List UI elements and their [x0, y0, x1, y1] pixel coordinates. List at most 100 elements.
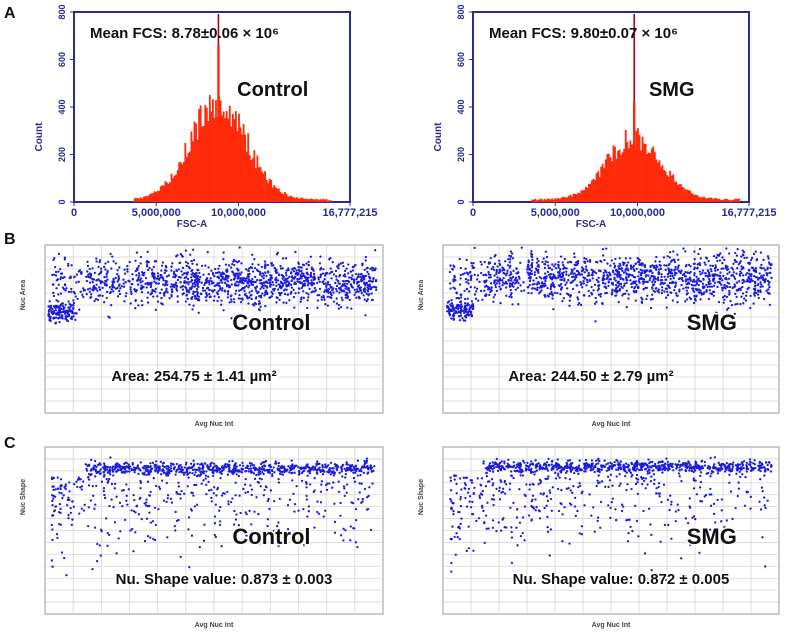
scatter-point [81, 294, 83, 296]
scatter-point [148, 505, 150, 507]
scatter-point [92, 281, 94, 283]
scatter-point [706, 473, 708, 475]
scatter-point [727, 286, 729, 288]
scatter-point [126, 462, 128, 464]
scatter-point [137, 473, 139, 475]
scatter-point [755, 269, 757, 271]
scatter-point [277, 478, 279, 480]
scatter-point [135, 299, 137, 301]
scatter-point [602, 282, 604, 284]
scatter-point [251, 278, 253, 280]
scatter-point [168, 297, 170, 299]
scatter-point [268, 471, 270, 473]
scatter-point [672, 299, 674, 301]
scatter-point [205, 293, 207, 295]
scatter-point [268, 297, 270, 299]
scatter-point [697, 253, 699, 255]
scatter-point [506, 270, 508, 272]
scatter-point [496, 290, 498, 292]
scatter-point [240, 277, 242, 279]
scatter-point [259, 306, 261, 308]
scatter-point [492, 519, 494, 521]
scatter-point [135, 270, 137, 272]
scatter-point [749, 295, 751, 297]
scatter-point [198, 272, 200, 274]
scatter-point [560, 288, 562, 290]
scatter-point [195, 272, 197, 274]
scatter-point [334, 532, 336, 534]
scatter-point [177, 493, 179, 495]
scatter-point [324, 278, 326, 280]
scatter-point [228, 286, 230, 288]
scatter-point [250, 467, 252, 469]
scatter-point [653, 479, 655, 481]
scatter-point [235, 473, 237, 475]
scatter-point [459, 294, 461, 296]
scatter-point [543, 257, 545, 259]
scatter-point [734, 303, 736, 305]
scatter-point [238, 272, 240, 274]
scatter-point [674, 272, 676, 274]
scatter-point [256, 285, 258, 287]
scatter-point [87, 476, 89, 478]
scatter-point [658, 291, 660, 293]
scatter-point [522, 532, 524, 534]
scatter-point [650, 480, 652, 482]
scatter-point [735, 296, 737, 298]
scatter-point [204, 290, 206, 292]
scatter-point [638, 278, 640, 280]
scatter-point [103, 475, 105, 477]
scatter-point [361, 500, 363, 502]
scatter-point [640, 278, 642, 280]
scatter-point [54, 266, 56, 268]
scatter-point [73, 483, 75, 485]
scatter-point [148, 267, 150, 269]
scatter-point [748, 287, 750, 289]
scatter-point [567, 293, 569, 295]
scatter-point [309, 483, 311, 485]
scatter-point [294, 273, 296, 275]
scatter-point [621, 270, 623, 272]
scatter-point [232, 473, 234, 475]
scatter-point [544, 294, 546, 296]
scatter-point [744, 505, 746, 507]
scatter-point [68, 481, 70, 483]
scatter-point [564, 258, 566, 260]
scatter-point [572, 276, 574, 278]
scatter-point [529, 484, 531, 486]
scatter-point [98, 273, 100, 275]
scatter-point [326, 489, 328, 491]
scatter-point [238, 294, 240, 296]
scatter-point [128, 488, 130, 490]
scatter-point [245, 280, 247, 282]
scatter-point [288, 276, 290, 278]
scatter-point [54, 496, 56, 498]
scatter-point [184, 277, 186, 279]
scatter-point [192, 249, 194, 251]
scatter-point [485, 279, 487, 281]
scatter-point [107, 261, 109, 263]
scatter-point [245, 268, 247, 270]
scatter-point [192, 293, 194, 295]
scatter-point [495, 271, 497, 273]
scatter-point [52, 313, 54, 315]
scatter-point [755, 292, 757, 294]
scatter-point [219, 477, 221, 479]
scatter-point [628, 293, 630, 295]
x-tick-label: 16,777,215 [721, 207, 776, 219]
scatter-point [215, 536, 217, 538]
scatter-point [135, 274, 137, 276]
scatter-point [685, 286, 687, 288]
scatter-point [523, 289, 525, 291]
scatter-point [507, 258, 509, 260]
scatter-point [340, 306, 342, 308]
scatter-point [604, 283, 606, 285]
scatter-point [204, 282, 206, 284]
scatter-point [339, 502, 341, 504]
scatter-point [149, 466, 151, 468]
scatter-point [62, 302, 64, 304]
scatter-point [667, 285, 669, 287]
scatter-point [748, 273, 750, 275]
scatter-point [108, 471, 110, 473]
scatter-point [607, 280, 609, 282]
